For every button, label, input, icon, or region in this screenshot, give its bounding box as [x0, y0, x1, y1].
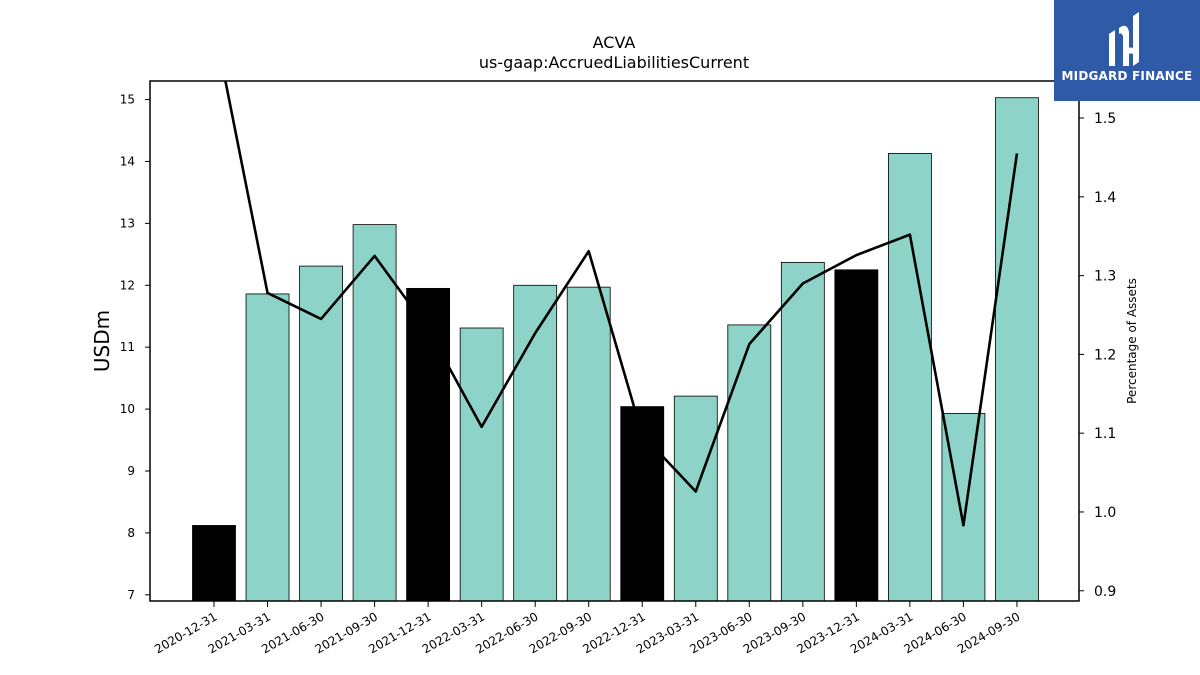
- y-tick-label: 9: [127, 464, 135, 478]
- chart-title: ACVA: [593, 33, 636, 52]
- bar-2021-12-31: [406, 287, 451, 602]
- bar-2021-06-30: [299, 265, 343, 602]
- bar-2022-12-31: [620, 406, 665, 602]
- plot-frame: [149, 80, 1080, 602]
- y2-tick-label: 1.5: [1094, 111, 1116, 127]
- y-tick-label: 14: [120, 154, 135, 168]
- y2-axis-label: Percentage of Assets: [1125, 278, 1139, 404]
- y-tick-label: 12: [120, 278, 135, 292]
- y2-tick-label: 1.1: [1094, 426, 1116, 442]
- bar-2023-06-30: [727, 324, 772, 602]
- logo-text: MIDGARD FINANCE: [1061, 69, 1193, 83]
- bar-2022-09-30: [566, 286, 611, 602]
- bar-2024-09-30: [995, 97, 1039, 602]
- y2-tick-label: 0.9: [1094, 584, 1116, 600]
- bar-2022-03-31: [459, 327, 504, 602]
- bar-2023-09-30: [780, 261, 825, 602]
- logo-mark-icon: [1109, 12, 1139, 66]
- bar-2021-03-31: [245, 293, 290, 602]
- bar-2024-03-31: [887, 153, 932, 602]
- y-tick-label: 10: [120, 402, 135, 416]
- y2-tick-label: 1.2: [1094, 347, 1116, 363]
- bar-2023-12-31: [834, 269, 879, 602]
- y2-tick-label: 1.0: [1094, 505, 1116, 521]
- bar-2022-06-30: [513, 284, 558, 602]
- y-tick-label: 15: [120, 93, 135, 107]
- y-tick-label: 8: [127, 526, 135, 540]
- y2-tick-label: 1.3: [1094, 269, 1116, 285]
- y-tick-label: 13: [120, 216, 135, 230]
- y-tick-label: 11: [120, 340, 135, 354]
- y2-tick-label: 1.4: [1094, 190, 1116, 206]
- bar-2023-03-31: [673, 395, 718, 602]
- y-axis-label: USDm: [90, 310, 114, 372]
- chart-subtitle: us-gaap:AccruedLiabilitiesCurrent: [479, 53, 749, 72]
- midgard-finance-logo: MIDGARD FINANCE: [1054, 0, 1200, 101]
- percentage-line: [224, 81, 1019, 527]
- y-tick-label: 7: [127, 588, 135, 602]
- bar-2021-09-30: [352, 224, 397, 602]
- bar-2020-12-31: [192, 525, 236, 602]
